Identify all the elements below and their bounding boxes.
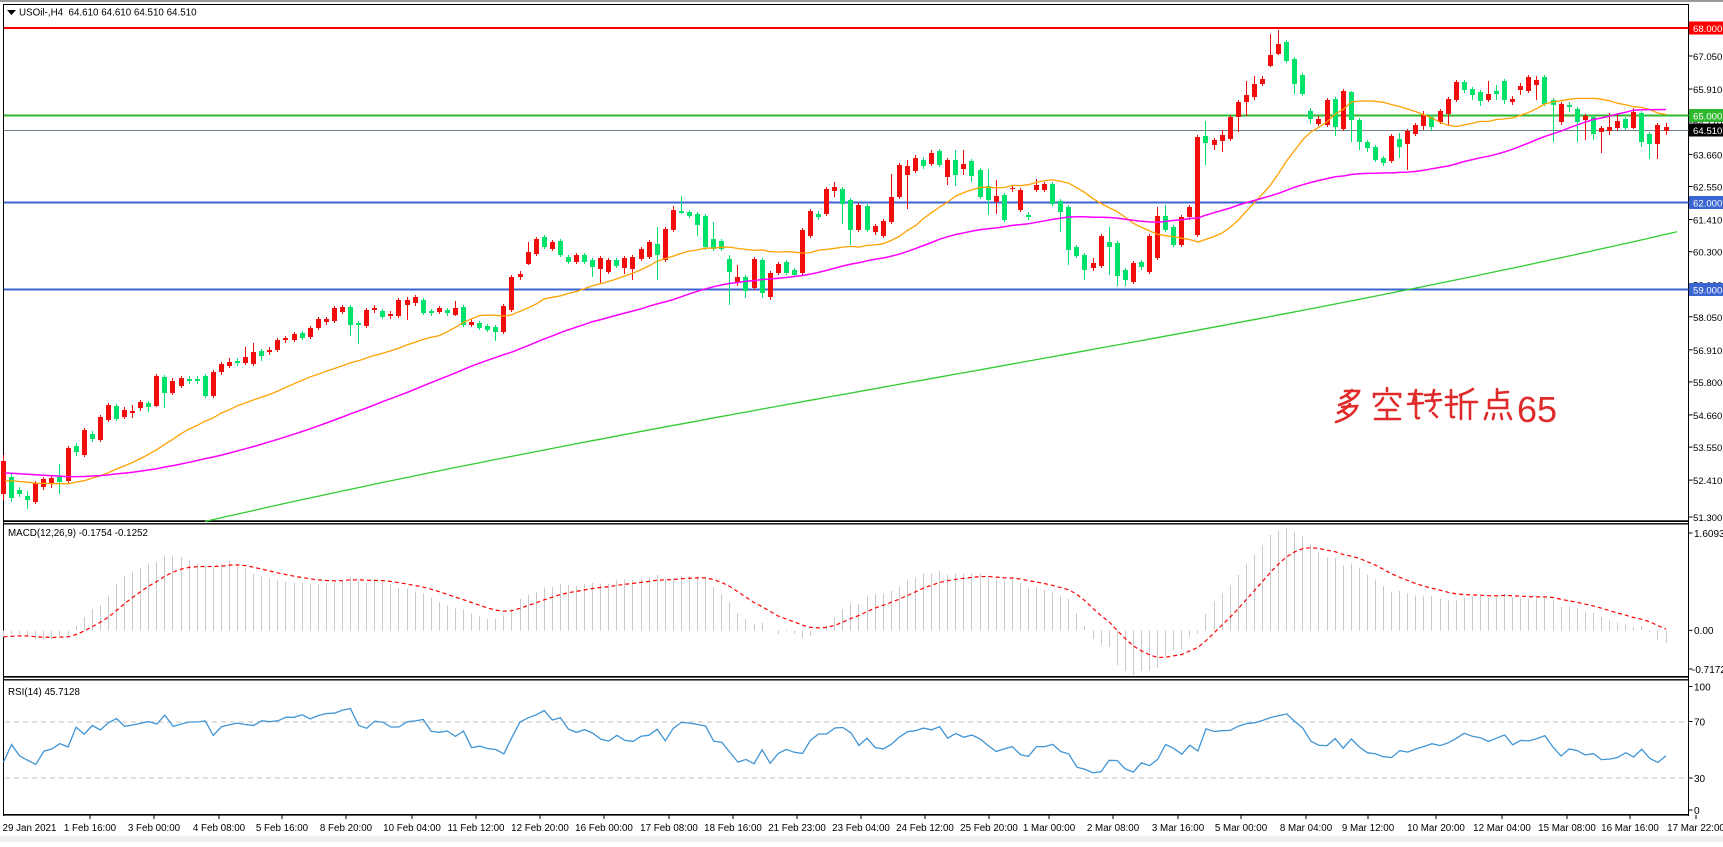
svg-text:RSI(14) 45.7128: RSI(14) 45.7128 [8,687,80,698]
svg-text:51.300: 51.300 [1693,513,1722,524]
svg-text:65.910: 65.910 [1693,85,1722,96]
svg-text:70: 70 [1694,718,1706,729]
svg-text:5 Feb 16:00: 5 Feb 16:00 [256,823,309,834]
svg-text:USOil-,H4 64.610 64.610 64.51: USOil-,H4 64.610 64.610 64.510 64.510 [19,8,197,19]
svg-text:100: 100 [1694,683,1711,694]
svg-text:53.550: 53.550 [1693,443,1722,454]
svg-text:12 Feb 20:00: 12 Feb 20:00 [511,823,569,834]
svg-text:60.300: 60.300 [1693,248,1722,259]
svg-text:29 Jan 2021: 29 Jan 2021 [3,823,57,834]
svg-text:59.000: 59.000 [1693,286,1722,297]
svg-text:62.000: 62.000 [1693,199,1722,210]
svg-text:4 Feb 08:00: 4 Feb 08:00 [193,823,246,834]
svg-text:67.050: 67.050 [1693,52,1722,63]
svg-text:16 Feb 00:00: 16 Feb 00:00 [575,823,633,834]
svg-text:62.550: 62.550 [1693,183,1722,194]
svg-text:18 Feb 16:00: 18 Feb 16:00 [704,823,762,834]
svg-text:1 Mar 00:00: 1 Mar 00:00 [1023,823,1076,834]
svg-text:MACD(12,26,9) -0.1754 -0.1252: MACD(12,26,9) -0.1754 -0.1252 [8,528,148,539]
svg-text:5 Mar 00:00: 5 Mar 00:00 [1215,823,1268,834]
svg-text:3 Mar 16:00: 3 Mar 16:00 [1152,823,1205,834]
svg-text:23 Feb 04:00: 23 Feb 04:00 [832,823,890,834]
svg-text:1 Feb 16:00: 1 Feb 16:00 [64,823,117,834]
svg-text:55.800: 55.800 [1693,378,1722,389]
svg-text:3 Feb 00:00: 3 Feb 00:00 [128,823,181,834]
svg-text:1.6093: 1.6093 [1694,529,1723,540]
svg-text:25 Feb 20:00: 25 Feb 20:00 [960,823,1018,834]
svg-text:15 Mar 08:00: 15 Mar 08:00 [1538,823,1596,834]
svg-text:8 Mar 04:00: 8 Mar 04:00 [1280,823,1333,834]
svg-text:21 Feb 23:00: 21 Feb 23:00 [768,823,826,834]
svg-text:68.000: 68.000 [1693,24,1722,35]
svg-text:8 Feb 20:00: 8 Feb 20:00 [320,823,373,834]
svg-text:0.00: 0.00 [1694,626,1714,637]
svg-text:58.050: 58.050 [1693,313,1722,324]
svg-text:-0.7172: -0.7172 [1692,665,1723,676]
svg-text:2 Mar 08:00: 2 Mar 08:00 [1087,823,1140,834]
svg-text:56.910: 56.910 [1693,346,1722,357]
svg-text:12 Mar 04:00: 12 Mar 04:00 [1473,823,1531,834]
svg-text:24 Feb 12:00: 24 Feb 12:00 [896,823,954,834]
svg-text:10 Feb 04:00: 10 Feb 04:00 [383,823,441,834]
svg-text:16 Mar 16:00: 16 Mar 16:00 [1601,823,1659,834]
svg-text:17 Mar 22:00: 17 Mar 22:00 [1667,823,1723,834]
svg-text:9 Mar 12:00: 9 Mar 12:00 [1342,823,1395,834]
svg-text:61.410: 61.410 [1693,216,1722,227]
svg-text:63.660: 63.660 [1693,150,1722,161]
svg-text:54.660: 54.660 [1693,411,1722,422]
svg-text:65: 65 [1517,389,1557,430]
svg-text:52.410: 52.410 [1693,476,1722,487]
svg-text:30: 30 [1694,774,1706,785]
svg-text:11 Feb 12:00: 11 Feb 12:00 [447,823,505,834]
svg-text:17 Feb 08:00: 17 Feb 08:00 [640,823,698,834]
svg-text:10 Mar 20:00: 10 Mar 20:00 [1407,823,1465,834]
svg-text:64.510: 64.510 [1693,126,1722,137]
svg-text:65.000: 65.000 [1693,112,1722,123]
svg-text:0: 0 [1694,806,1700,817]
